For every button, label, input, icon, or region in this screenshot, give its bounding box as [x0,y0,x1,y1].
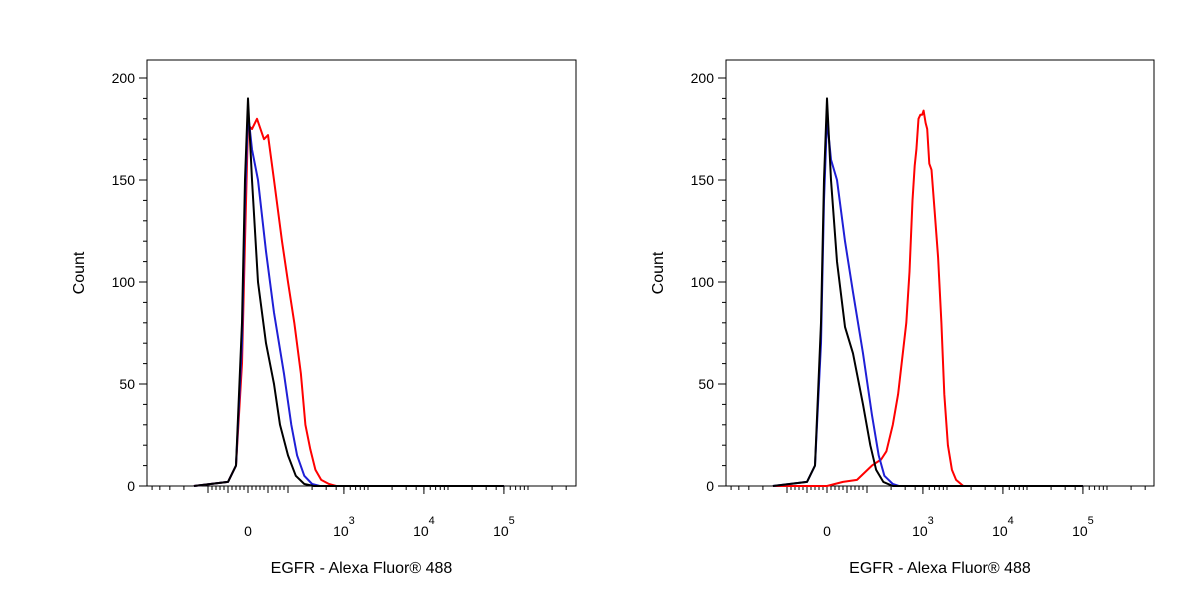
x-tick-base: 10 [493,523,509,539]
x-tick-label: 105 [493,515,515,539]
x-tick-base: 0 [823,523,831,539]
y-tick-label: 50 [698,376,714,392]
y-axis-title: Count [71,251,88,294]
x-tick-exponent: 4 [1008,515,1014,527]
x-tick-label: 0 [244,523,252,539]
x-tick-label: 105 [1072,515,1094,539]
y-tick-label: 100 [691,274,715,290]
x-tick-base: 10 [912,523,928,539]
x-tick-exponent: 5 [509,515,515,527]
y-axis-title: Count [650,251,667,294]
histogram-series-line-1 [772,117,1083,487]
histogram-series-line-0 [193,117,504,487]
y-tick-label: 200 [112,70,136,86]
x-tick-exponent: 4 [429,515,435,527]
x-tick-label: 103 [912,515,934,539]
x-tick-label: 104 [413,515,435,539]
y-tick-label: 50 [119,376,135,392]
x-tick-base: 0 [244,523,252,539]
histogram-series-line-0 [772,109,1083,487]
y-tick-label: 100 [112,274,136,290]
plot-frame [146,59,577,487]
x-tick-exponent: 5 [1088,515,1094,527]
x-tick-label: 0 [823,523,831,539]
x-tick-exponent: 3 [928,515,934,527]
x-tick-base: 10 [413,523,429,539]
x-tick-label: 103 [333,515,355,539]
x-tick-label: 104 [992,515,1014,539]
y-tick-label: 150 [691,172,715,188]
x-tick-base: 10 [333,523,349,539]
y-tick-label: 200 [691,70,715,86]
x-axis-title: EGFR - Alexa Fluor® 488 [271,560,453,577]
y-tick-label: 0 [706,478,714,494]
histogram-series-line-2 [193,97,504,487]
x-tick-base: 10 [1072,523,1088,539]
y-tick-label: 0 [127,478,135,494]
x-axis-title: EGFR - Alexa Fluor® 488 [849,560,1031,577]
histogram-series-line-1 [193,111,504,487]
y-tick-label: 150 [112,172,136,188]
plot-frame [725,59,1155,487]
x-tick-base: 10 [992,523,1008,539]
x-tick-exponent: 3 [349,515,355,527]
histogram-series-line-2 [772,97,1083,487]
